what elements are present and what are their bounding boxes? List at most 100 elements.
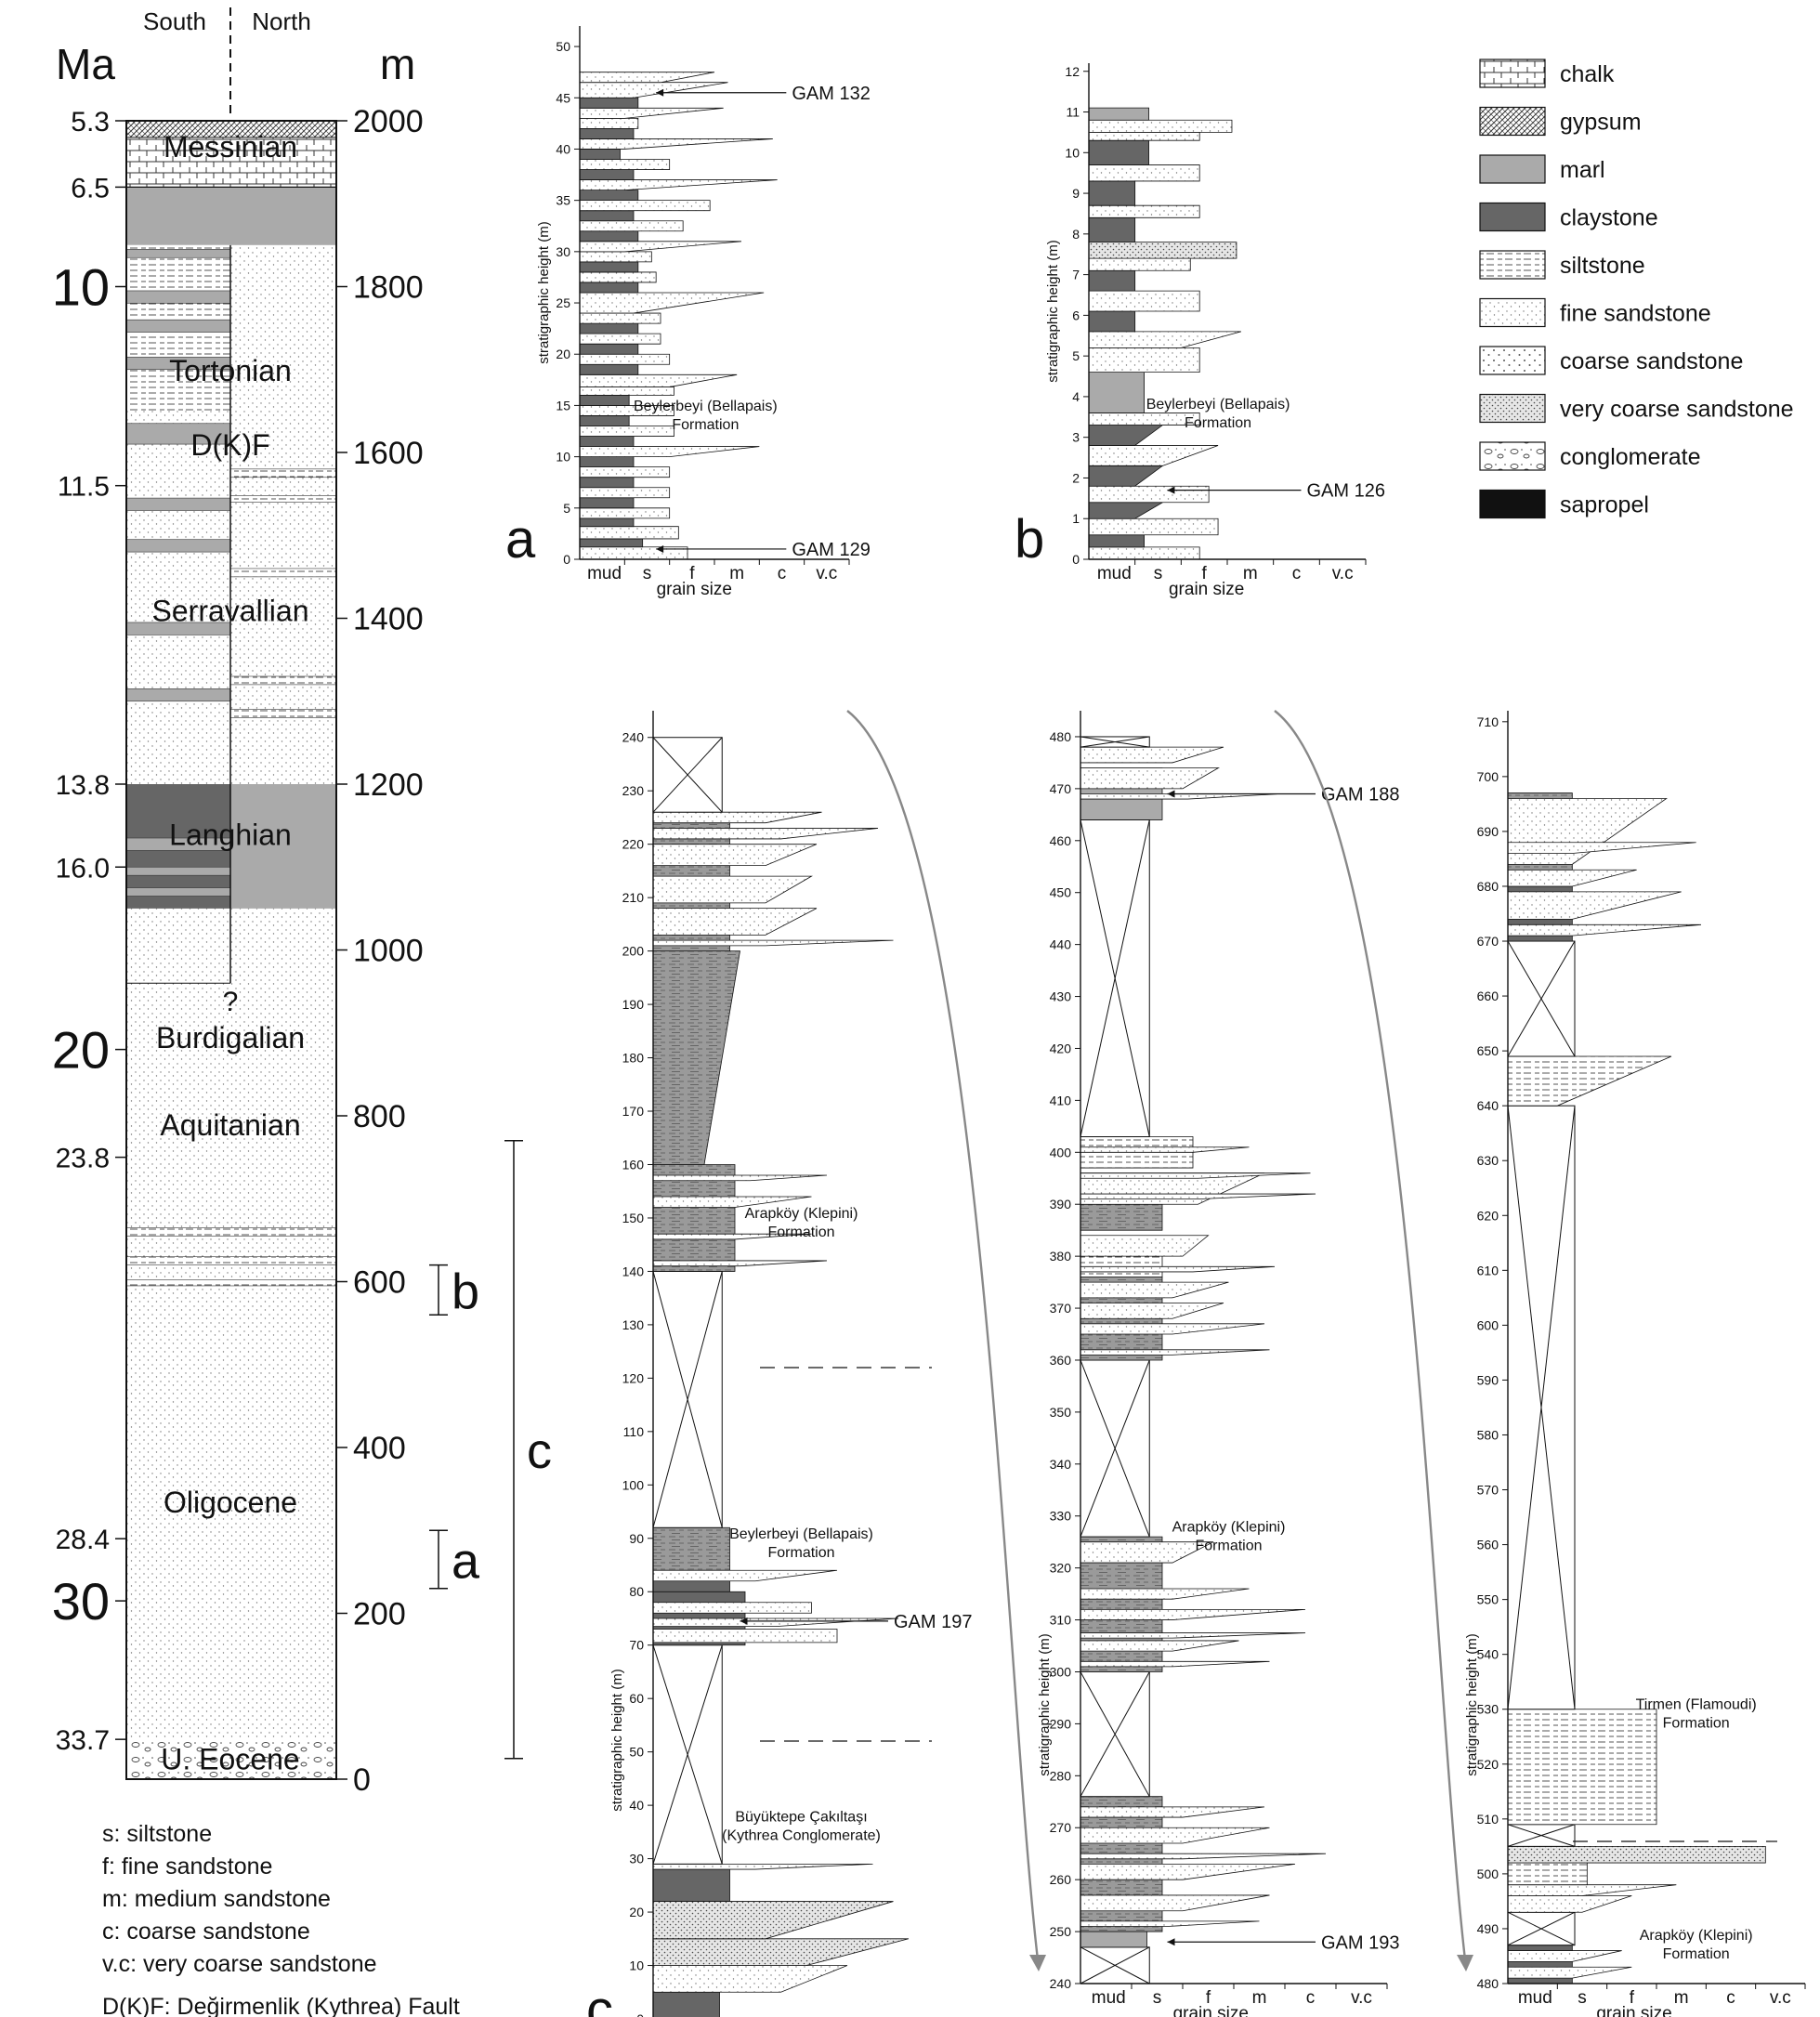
formation-label-c1: Büyüktepe Çakıltaşı [735,1809,867,1825]
y-tick-label-b: 2 [1072,470,1080,485]
y-tick-label-c3: 590 [1477,1372,1499,1387]
bed-fine [579,426,674,437]
formation-label-c3: Formation [1663,1716,1730,1732]
abbreviation-notes: s: siltstone f: fine sandstone m: medium s… [102,1821,460,2017]
bed-fine [579,72,715,84]
y-tick-label-c2: 350 [1050,1405,1072,1420]
height-axis-label-a: stratigraphic height (m) [536,221,552,363]
y-tick-label-c3: 510 [1477,1812,1499,1827]
y-tick-label-a: 30 [556,244,570,259]
composite-band-marl [125,688,231,702]
bed-fine [652,1618,899,1627]
composite-band-marl [125,249,231,258]
composite-lith-fine [126,1148,336,1738]
composite-band-silt [229,709,337,718]
bed-fine [1080,1863,1296,1880]
bed-fine [1080,1827,1270,1844]
y-tick-label-c2: 290 [1050,1716,1072,1731]
age-tick-label-3: 11.5 [58,472,110,503]
y-tick-label-a: 10 [556,450,570,465]
m-axis-label: m [380,40,415,88]
log-c1: 0 10 20 30 40 50 60 70 80 90 100 110 120 130 140 150 160… [586,711,972,2017]
abbreviation-4: v.c: very coarse sandstone [102,1951,377,1977]
bed-fine [579,107,724,119]
grain-class-label-c2: s [1153,1988,1162,2008]
covered-cross [1080,736,1150,748]
depth-tick-label-7: 600 [353,1265,406,1301]
bed-fine [1507,1884,1677,1896]
legend-swatch-vcoarse [1479,393,1546,424]
y-tick-label-b: 1 [1072,511,1080,526]
y-tick-label-b: 7 [1072,268,1080,282]
y-tick-label-b: 3 [1072,430,1080,445]
y-tick-label-a: 5 [563,501,570,516]
bed-clay [1088,502,1164,519]
composite-lith-chalk [126,137,336,188]
grain-class-label-c3: m [1674,1988,1689,2008]
grain-class-label-b: f [1202,564,1208,583]
bed-fine [1080,1640,1239,1652]
bed-clay [579,190,639,202]
bed-fine [1080,1660,1270,1668]
grain-class-label-c2: f [1206,1988,1211,2008]
legend-swatch-sapro [1479,489,1546,519]
height-axis-label-c2: stratigraphic height (m) [1037,1633,1053,1775]
covered-cross [652,1644,723,1865]
y-tick-label-a: 15 [556,398,570,413]
bed-fine [579,386,674,396]
stage-label-2: D(K)F [190,428,269,462]
y-tick-label-c3: 700 [1477,769,1499,784]
bed-clay [579,538,644,548]
bed-fine [579,241,742,253]
legend-swatch-congl [1479,441,1546,471]
bed-fine [1080,1172,1311,1179]
formation-label-c3: Formation [1663,1946,1730,1962]
grain-class-label-a: f [689,564,695,583]
y-tick-label-c1: 190 [622,997,645,1012]
grain-class-label-b: mud [1097,564,1132,583]
y-tick-label-c2: 240 [1050,1976,1072,1991]
grain-class-label-a: mud [587,564,622,583]
abbreviation-2: m: medium sandstone [102,1886,331,1912]
bed-clay [579,261,639,273]
y-tick-label-b: 11 [1066,105,1080,120]
grain-class-label-b: m [1243,564,1258,583]
bed-clay [579,127,635,139]
y-tick-label-c2: 270 [1050,1820,1072,1835]
log-c2: 240 250 260 270 280 290 300 310 320 330 340 350 360 3… [1037,711,1399,2017]
covered-cross [652,1271,723,1528]
covered-cross [1507,1106,1576,1709]
composite-band-marl [125,887,231,897]
y-tick-label-c1: 30 [629,1852,644,1866]
composite-band-marl [125,539,231,553]
bed-fine [1088,331,1242,348]
composite-band-marl [125,866,231,876]
y-tick-label-c2: 470 [1050,781,1072,796]
y-tick-label-c2: 410 [1050,1093,1072,1107]
age-tick-label-9: 30 [52,1572,110,1631]
y-tick-label-c1: 150 [622,1211,645,1225]
composite-lith-congl [126,1737,336,1779]
bed-fine [652,1965,848,1993]
covered-cross [652,737,723,813]
y-tick-label-c3: 670 [1477,934,1499,949]
y-tick-label-c1: 210 [622,890,645,905]
stage-label-6: Burdigalian [156,1021,305,1054]
bed-fine [1080,1349,1270,1356]
bed-fine [652,875,813,904]
bed-fine [1507,1966,1632,1979]
formation-label-c1: (Kythrea Conglomerate) [722,1827,881,1843]
y-tick-label-b: 5 [1072,348,1080,363]
bed-fine [1507,1895,1632,1913]
bed-clay [579,149,621,160]
bed-clay [579,322,639,334]
bed-clay [652,1868,730,1902]
depth-tick-label-4: 1200 [353,767,424,803]
y-tick-label-a: 50 [556,39,570,54]
bed-fine [1088,164,1200,182]
continuation-arrowhead [1457,1955,1473,1971]
age-tick-label-4: 13.8 [56,770,110,801]
legend-swatch-fine [1479,297,1546,328]
bed-fine [1088,445,1219,466]
grain-size-axis-label-c2: grain size [1173,2004,1249,2017]
